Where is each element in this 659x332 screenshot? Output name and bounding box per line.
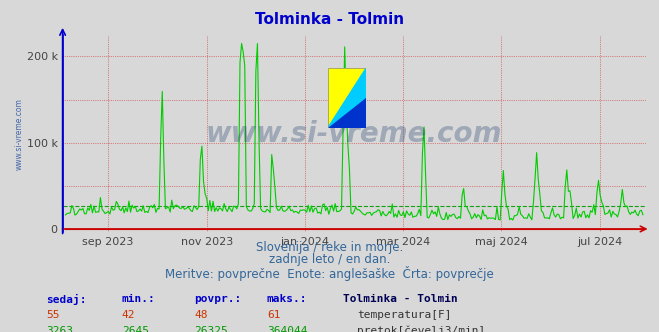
Text: 2645: 2645 (122, 326, 149, 332)
Text: 55: 55 (46, 310, 59, 320)
Text: Tolminka - Tolmin: Tolminka - Tolmin (343, 294, 457, 304)
Polygon shape (328, 68, 366, 128)
Text: sedaj:: sedaj: (46, 294, 86, 305)
Text: www.si-vreme.com: www.si-vreme.com (206, 120, 502, 148)
Text: povpr.:: povpr.: (194, 294, 242, 304)
Text: Tolminka - Tolmin: Tolminka - Tolmin (255, 12, 404, 27)
Text: 26325: 26325 (194, 326, 228, 332)
Text: pretok[čevelj3/min]: pretok[čevelj3/min] (357, 326, 486, 332)
Text: temperatura[F]: temperatura[F] (357, 310, 451, 320)
Text: 42: 42 (122, 310, 135, 320)
Text: 48: 48 (194, 310, 208, 320)
Text: 3263: 3263 (46, 326, 73, 332)
Text: zadnje leto / en dan.: zadnje leto / en dan. (269, 253, 390, 266)
Text: maks.:: maks.: (267, 294, 307, 304)
Text: 364044: 364044 (267, 326, 307, 332)
Text: min.:: min.: (122, 294, 156, 304)
Text: www.si-vreme.com: www.si-vreme.com (14, 98, 23, 170)
Text: 61: 61 (267, 310, 280, 320)
Text: Slovenija / reke in morje.: Slovenija / reke in morje. (256, 241, 403, 254)
Text: Meritve: povprečne  Enote: anglešaške  Črta: povprečje: Meritve: povprečne Enote: anglešaške Črt… (165, 266, 494, 281)
Polygon shape (328, 68, 366, 128)
Polygon shape (328, 98, 366, 128)
